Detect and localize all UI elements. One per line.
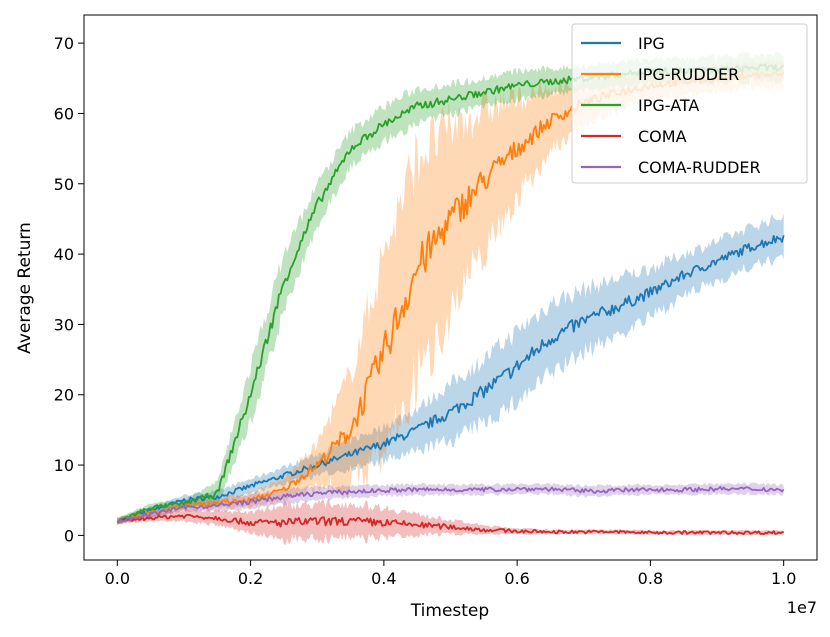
coma-band xyxy=(117,498,784,545)
y-tick-label: 40 xyxy=(54,245,74,264)
x-tick-label: 0.4 xyxy=(371,569,396,588)
legend-label-ipg-ata: IPG-ATA xyxy=(638,96,699,115)
x-axis-ticks: 0.0 0.2 0.4 0.6 0.8 1.0 xyxy=(105,560,796,588)
y-tick-label: 60 xyxy=(54,104,74,123)
ipg-line xyxy=(116,234,785,524)
y-tick-label: 0 xyxy=(64,526,74,545)
legend-box xyxy=(571,23,808,184)
confidence-bands xyxy=(117,51,784,545)
coma-line xyxy=(116,513,784,535)
y-tick-label: 30 xyxy=(54,315,74,334)
coma-rudder-band xyxy=(117,482,784,524)
x-tick-label: 0.0 xyxy=(105,569,130,588)
legend: IPG IPG-RUDDER IPG-ATA COMA COMA-RUDDER xyxy=(571,23,808,184)
ipg-rudder-band xyxy=(117,58,784,526)
y-tick-label: 20 xyxy=(54,386,74,405)
y-axis-ticks: 0 10 20 30 40 50 60 70 xyxy=(54,34,84,545)
x-tick-label: 0.6 xyxy=(504,569,529,588)
coma-rudder-line xyxy=(116,485,785,523)
y-tick-label: 70 xyxy=(54,34,74,53)
x-tick-label: 0.2 xyxy=(238,569,263,588)
x-tick-label: 1.0 xyxy=(771,569,796,588)
y-tick-label: 10 xyxy=(54,456,74,475)
legend-label-ipg-rudder: IPG-RUDDER xyxy=(638,65,739,84)
y-tick-label: 50 xyxy=(54,175,74,194)
x-axis-offset-label: 1e7 xyxy=(787,598,817,617)
y-axis-label: Average Return xyxy=(15,222,35,354)
legend-label-coma: COMA xyxy=(638,127,687,146)
x-axis-label: Timestep xyxy=(410,601,489,621)
legend-label-ipg: IPG xyxy=(638,34,665,53)
ipg-band xyxy=(117,213,784,526)
x-tick-label: 0.8 xyxy=(638,569,663,588)
legend-label-coma-rudder: COMA-RUDDER xyxy=(638,158,761,177)
plot-frame xyxy=(83,14,818,561)
